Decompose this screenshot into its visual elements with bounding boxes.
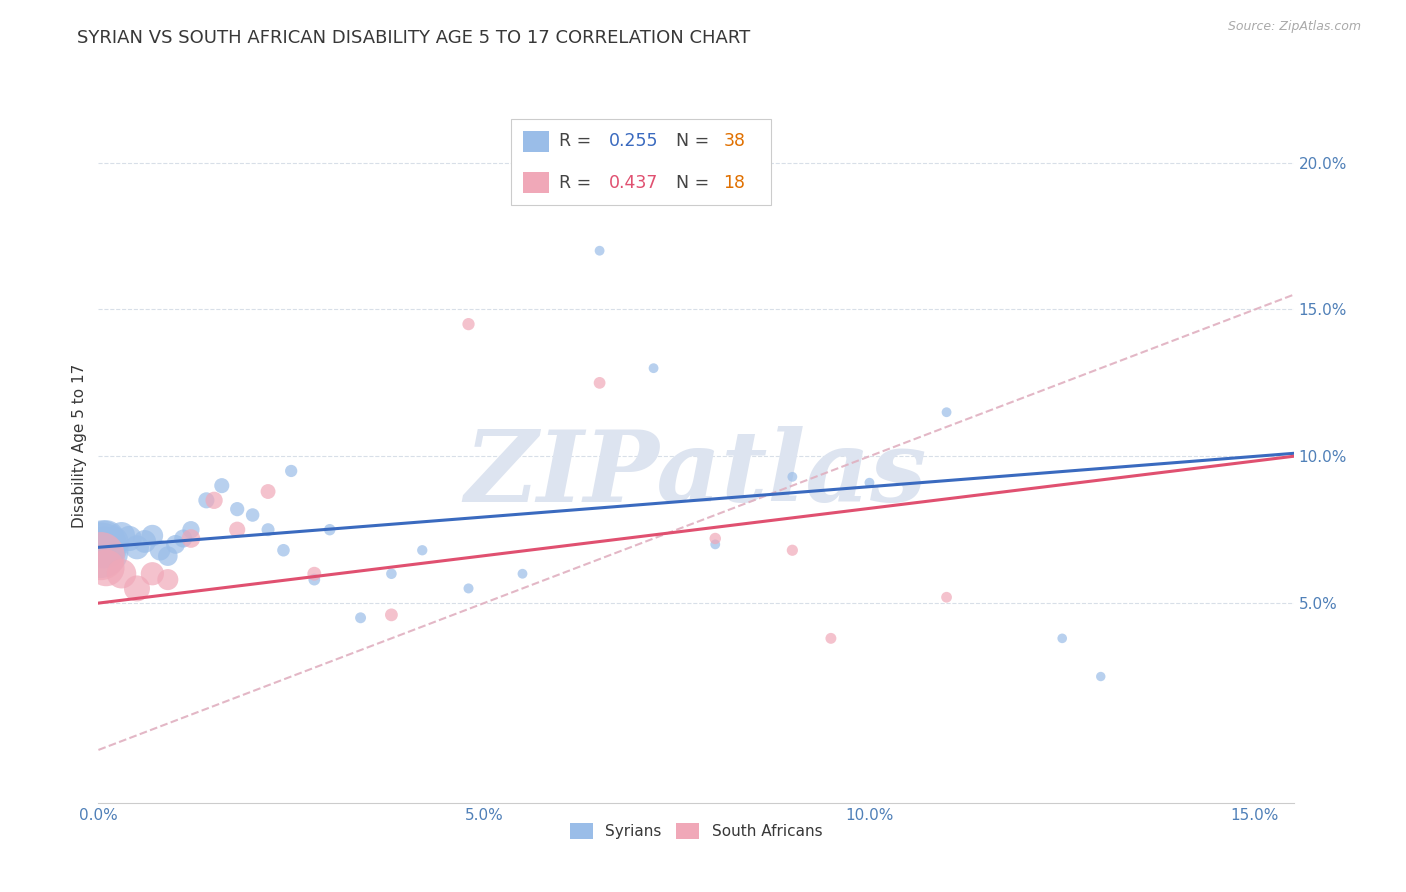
Point [782,543,804,558]
Point [141,566,163,581]
Point [380,607,402,622]
Point [90,549,112,563]
Text: 38: 38 [724,132,745,151]
Point [195,493,218,508]
Y-axis label: Disability Age 5 to 17: Disability Age 5 to 17 [72,364,87,528]
Point [156,573,179,587]
Point [411,543,433,558]
Point [858,475,880,490]
Point [319,523,342,537]
Point [90,543,112,558]
Point [304,566,326,581]
Text: 0.437: 0.437 [609,174,658,192]
Point [935,405,957,419]
Point [457,317,479,331]
Point [91,537,114,551]
Point [1050,632,1073,646]
Bar [523,172,548,194]
Text: N =: N = [676,132,714,151]
Text: R =: R = [558,174,596,192]
Point [202,493,225,508]
Point [103,534,125,549]
Point [172,532,194,546]
Point [273,543,295,558]
Point [643,361,665,376]
Point [782,470,804,484]
Point [156,549,179,563]
Text: N =: N = [676,174,714,192]
Point [257,523,280,537]
Point [380,566,402,581]
Point [820,632,842,646]
Text: R =: R = [558,132,596,151]
Point [180,532,202,546]
Point [180,523,202,537]
Point [211,478,233,492]
Point [94,532,117,546]
Point [280,464,302,478]
Point [704,537,727,551]
Text: Source: ZipAtlas.com: Source: ZipAtlas.com [1227,20,1361,33]
Point [165,537,187,551]
Point [935,591,957,605]
Point [242,508,264,522]
Point [125,582,148,596]
Point [226,523,249,537]
Text: SYRIAN VS SOUTH AFRICAN DISABILITY AGE 5 TO 17 CORRELATION CHART: SYRIAN VS SOUTH AFRICAN DISABILITY AGE 5… [77,29,751,46]
Text: 0.255: 0.255 [609,132,658,151]
Point [134,534,156,549]
Text: ZIPatlas: ZIPatlas [465,426,927,523]
Text: 18: 18 [724,174,745,192]
Point [704,532,727,546]
Point [457,582,479,596]
Point [149,543,172,558]
Bar [523,131,548,153]
Point [94,561,117,575]
FancyBboxPatch shape [510,120,772,205]
Point [226,502,249,516]
Point [1090,669,1112,683]
Point [141,528,163,542]
Point [512,566,534,581]
Point [588,376,610,390]
Point [118,532,141,546]
Point [304,573,326,587]
Point [588,244,610,258]
Point [257,484,280,499]
Point [110,528,132,542]
Point [125,541,148,555]
Point [93,541,115,555]
Point [110,566,132,581]
Point [98,543,121,558]
Legend: Syrians, South Africans: Syrians, South Africans [564,817,828,845]
Point [349,611,371,625]
